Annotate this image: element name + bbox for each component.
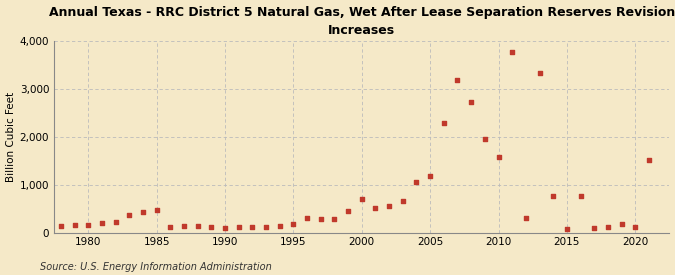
Point [520,216,531,220]
Point [411,180,422,184]
Point [548,194,559,199]
Point [83,223,94,228]
Point [261,224,271,229]
Point [616,222,627,226]
Point [302,216,313,221]
Point [643,158,654,163]
Point [356,197,367,201]
Point [575,194,586,199]
Point [138,210,148,214]
Point [398,199,408,204]
Y-axis label: Billion Cubic Feet: Billion Cubic Feet [5,92,16,182]
Title: Annual Texas - RRC District 5 Natural Gas, Wet After Lease Separation Reserves R: Annual Texas - RRC District 5 Natural Ga… [49,6,675,37]
Point [247,225,258,230]
Point [70,223,80,227]
Point [97,221,107,226]
Point [603,225,614,229]
Point [479,137,490,141]
Point [534,71,545,75]
Point [124,212,135,217]
Point [493,155,504,159]
Point [288,222,299,226]
Point [55,224,66,229]
Point [343,209,354,214]
Point [42,228,53,232]
Point [562,227,572,231]
Point [589,226,599,230]
Point [110,219,121,224]
Point [179,223,190,228]
Point [192,224,203,229]
Text: Source: U.S. Energy Information Administration: Source: U.S. Energy Information Administ… [40,262,272,272]
Point [151,208,162,213]
Point [452,78,463,82]
Point [329,216,340,221]
Point [438,121,449,125]
Point [370,206,381,211]
Point [383,204,394,208]
Point [425,174,435,178]
Point [315,217,326,221]
Point [630,224,641,229]
Point [274,224,285,228]
Point [206,225,217,229]
Point [165,225,176,230]
Point [507,50,518,54]
Point [219,226,230,230]
Point [234,224,244,229]
Point [466,100,477,104]
